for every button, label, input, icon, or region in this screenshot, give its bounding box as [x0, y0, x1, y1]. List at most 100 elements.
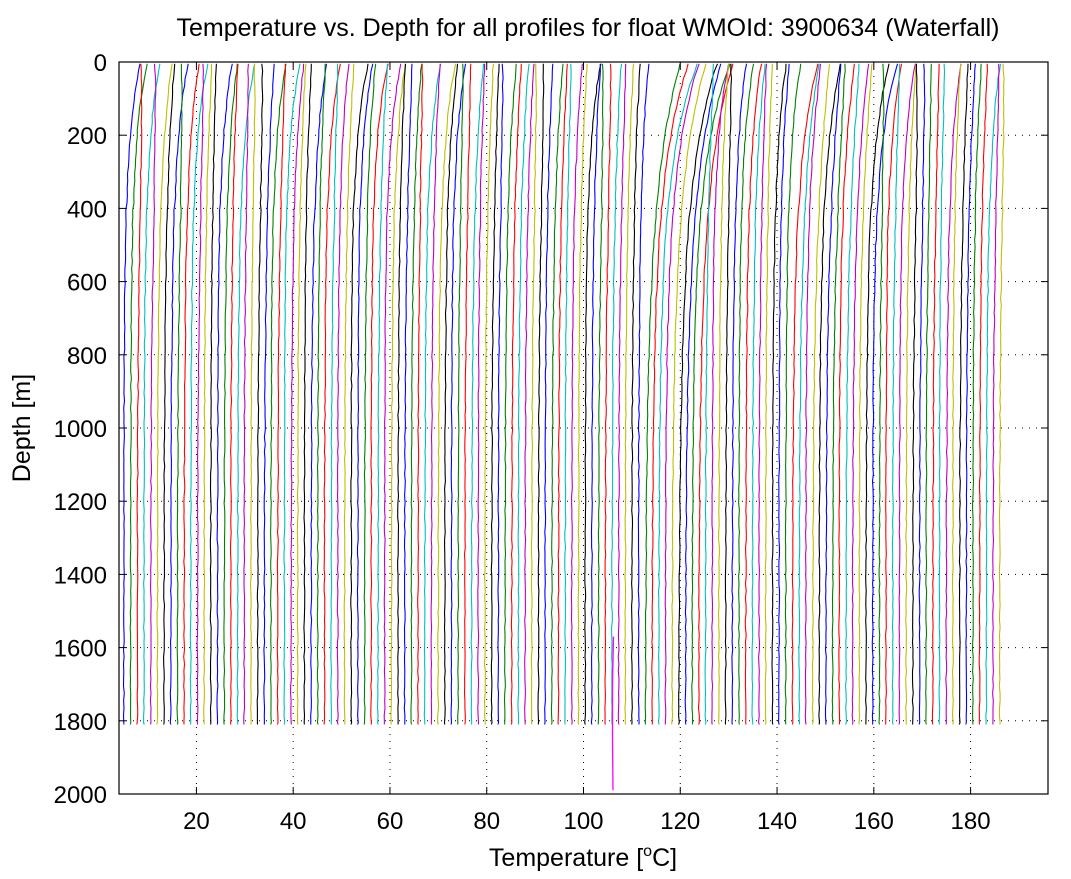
profile-line	[931, 63, 940, 725]
profile-line	[283, 63, 301, 725]
outlier-profile-line	[611, 636, 615, 791]
profile-line	[497, 63, 504, 725]
x-axis-label-unit: C]	[652, 844, 677, 872]
profile-line	[577, 63, 588, 725]
profile-line	[189, 63, 209, 725]
profile-line	[798, 63, 820, 725]
profile-line	[644, 63, 681, 725]
profile-line	[965, 63, 976, 725]
profile-line	[751, 63, 766, 725]
profile-line	[691, 63, 731, 725]
profile-line	[764, 63, 773, 725]
profile-line	[122, 63, 141, 725]
profile-line	[356, 63, 374, 725]
x-tick-label: 100	[563, 808, 603, 835]
profile-line	[564, 63, 572, 725]
profile-line	[423, 63, 442, 725]
profile-line	[992, 63, 1000, 725]
profile-line	[303, 63, 312, 725]
profile-line	[557, 63, 568, 725]
plot-area-frame	[118, 61, 1049, 795]
profile-line	[256, 63, 264, 725]
profile-line	[677, 63, 719, 725]
profile-line	[503, 63, 517, 725]
profile-line	[376, 63, 388, 725]
x-tick-label: 180	[951, 808, 991, 835]
y-tick-label: 600	[67, 270, 107, 297]
profile-line	[664, 63, 700, 725]
x-axis-label: Temperature [oC]	[489, 843, 677, 872]
profile-line	[684, 63, 722, 725]
profile-line	[998, 63, 1005, 725]
profile-line	[711, 63, 730, 725]
y-tick-label: 400	[67, 196, 107, 223]
y-axis-label: Depth [m]	[8, 374, 36, 482]
profile-line	[203, 63, 213, 725]
profile-line	[169, 63, 189, 725]
profile-line	[771, 63, 787, 725]
x-tick-label: 40	[280, 808, 307, 835]
profile-line	[871, 63, 899, 725]
profile-line	[744, 63, 763, 725]
profile-line	[483, 63, 495, 725]
profile-line	[791, 63, 819, 725]
profile-line	[410, 63, 423, 725]
profile-line	[176, 63, 183, 725]
profile-line	[637, 63, 650, 725]
x-tick-label: 140	[757, 808, 797, 835]
axis-ticks: 20 40 60 80 100 120 140 160 18002004006008001000…	[54, 50, 1048, 835]
profile-line	[470, 63, 485, 725]
profile-line	[925, 63, 932, 725]
profile-line	[417, 63, 424, 725]
y-tick-label: 200	[67, 123, 107, 150]
profile-line	[831, 63, 846, 725]
profile-line	[229, 63, 239, 725]
profile-line	[858, 63, 873, 725]
profile-line	[657, 63, 698, 725]
profile-line	[958, 63, 969, 725]
profile-line	[450, 63, 467, 725]
profile-line	[156, 63, 173, 725]
y-tick-label: 0	[94, 50, 107, 77]
profile-line	[323, 63, 341, 725]
profile-line	[938, 63, 946, 725]
profile-line	[296, 63, 307, 725]
profile-line	[724, 63, 733, 725]
profile-line	[149, 63, 157, 725]
x-axis-label-text: Temperature [	[489, 844, 643, 872]
profile-line	[524, 63, 535, 725]
profile-line	[905, 63, 917, 725]
profile-line	[550, 63, 564, 725]
profile-line	[811, 63, 831, 725]
profile-line	[945, 63, 962, 725]
profile-line	[330, 63, 339, 725]
profile-line	[316, 63, 326, 725]
profile-line	[778, 63, 790, 725]
chart-title: Temperature vs. Depth for all profiles f…	[176, 14, 999, 42]
profile-line	[717, 63, 730, 725]
x-tick-label: 120	[660, 808, 700, 835]
y-tick-label: 1800	[54, 709, 107, 736]
profile-line	[918, 63, 926, 725]
profile-line	[878, 63, 885, 725]
profile-line	[544, 63, 554, 725]
profile-line	[263, 63, 275, 725]
x-tick-label: 160	[854, 808, 894, 835]
profile-line	[477, 63, 486, 725]
profile-line	[971, 63, 982, 725]
profile-line	[537, 63, 545, 725]
x-tick-label: 80	[473, 808, 500, 835]
profile-line	[824, 63, 842, 725]
profile-line	[885, 63, 903, 725]
profile-line	[243, 63, 249, 725]
profile-line	[758, 63, 768, 725]
profile-line	[804, 63, 822, 725]
profile-line	[383, 63, 402, 725]
profile-line	[851, 63, 870, 725]
profile-line	[370, 63, 389, 725]
profile-line	[136, 63, 143, 725]
profile-line	[731, 63, 748, 725]
profile-line	[350, 63, 369, 725]
profile-line	[584, 63, 602, 725]
